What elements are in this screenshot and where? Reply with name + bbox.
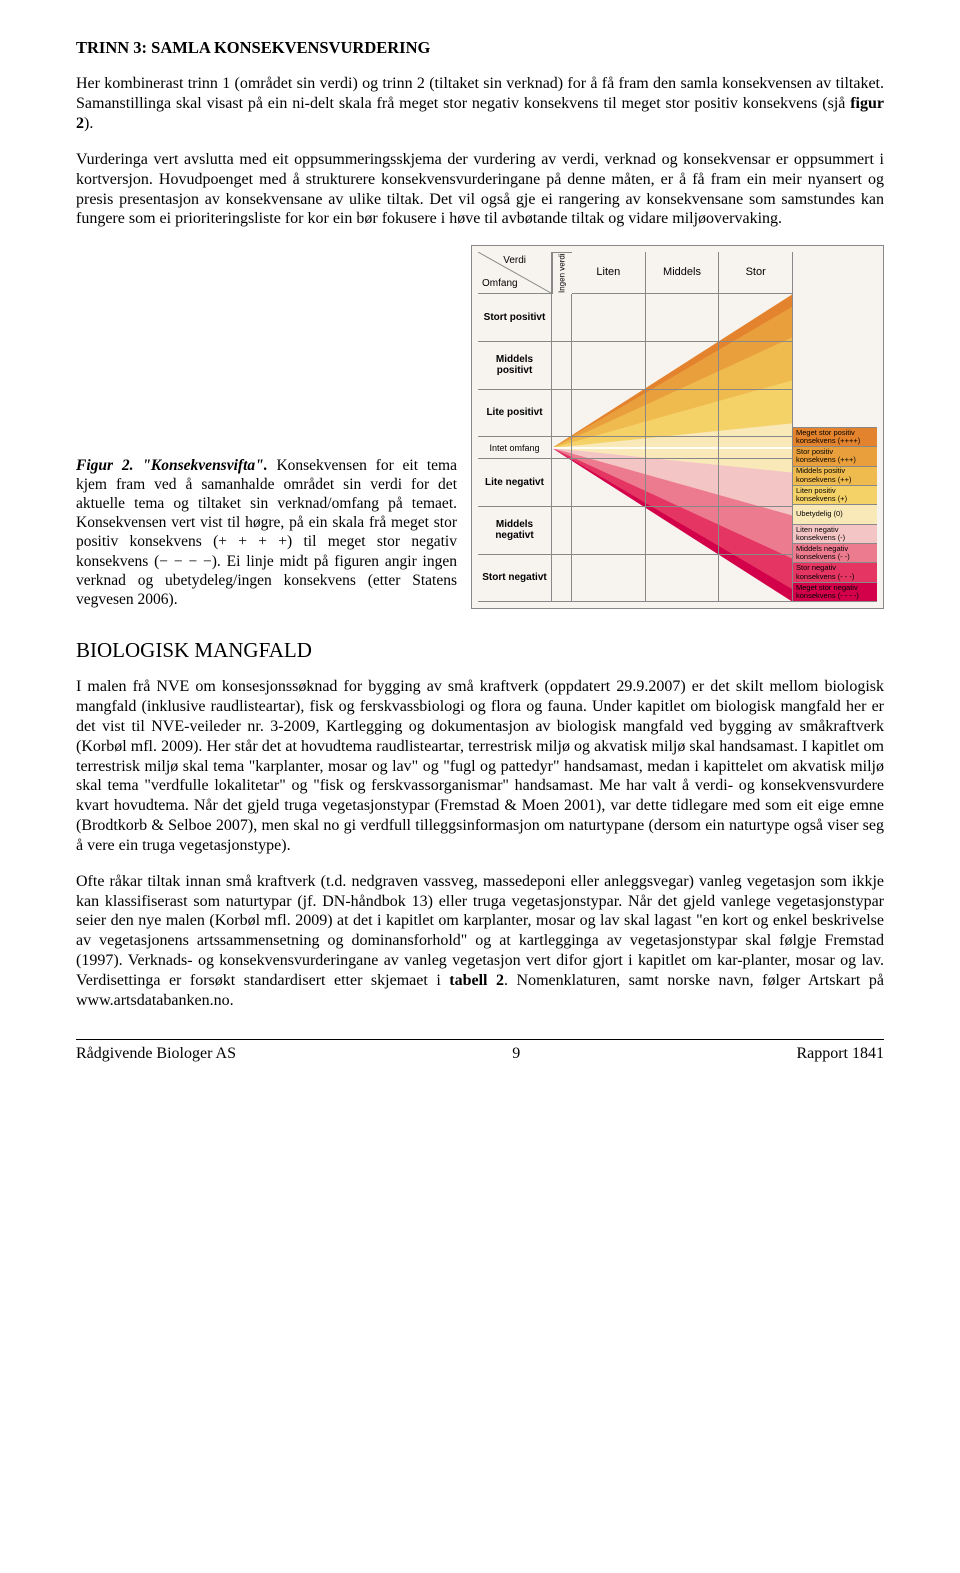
legend-item-6: Middels negativ konsekvens (- -) (793, 544, 877, 563)
axis-omfang: Omfang (482, 278, 518, 290)
figure-2-row: Figur 2. "Konsekvensvifta". Konsekvensen… (76, 245, 884, 609)
col-0: Liten (572, 252, 646, 294)
footer-right: Rapport 1841 (796, 1044, 884, 1064)
bio-para-1: I malen frå NVE om konsesjonssøknad for … (76, 677, 884, 855)
row-2: Lite positivt (478, 390, 552, 438)
t3p1a: Her kombinerast trinn 1 (området sin ver… (76, 75, 884, 112)
legend-item-3: Liten positiv konsekvens (+) (793, 486, 877, 505)
col-ingen: Ingen verdi (552, 252, 572, 294)
konsekvensvifta-chart: Verdi Omfang Stort positivt Middels posi… (471, 245, 884, 609)
legend-item-5: Liten negativ konsekvens (-) (793, 525, 877, 544)
chart-main: Ingen verdi Liten Middels Stor (552, 252, 793, 602)
trinn3-title: TRINN 3: SAMLA KONSEKVENSVURDERING (76, 38, 884, 58)
footer-center: 9 (512, 1044, 520, 1064)
bio-heading: BIOLOGISK MANGFALD (76, 637, 884, 663)
chart-row-labels: Verdi Omfang Stort positivt Middels posi… (478, 252, 552, 602)
row-3: Intet omfang (478, 437, 552, 459)
row-6: Stort negativt (478, 555, 552, 603)
chart-grid (552, 294, 793, 602)
figure-2-title: "Konsekvensvifta". (142, 457, 276, 474)
legend-spacer (793, 252, 877, 428)
col-2: Stor (719, 252, 793, 294)
figure-2-caption: Figur 2. "Konsekvensvifta". Konsekvensen… (76, 456, 457, 610)
legend-item-1: Stor positiv konsekvens (+++) (793, 447, 877, 466)
legend-item-4: Ubetydelig (0) (793, 505, 877, 524)
figure-2-label: Figur 2. (76, 457, 142, 474)
chart-col-headers: Ingen verdi Liten Middels Stor (552, 252, 793, 294)
footer-left: Rådgivende Biologer AS (76, 1044, 236, 1064)
axis-verdi: Verdi (503, 255, 526, 267)
chart-corner: Verdi Omfang (478, 252, 552, 294)
trinn3-para-1: Her kombinerast trinn 1 (området sin ver… (76, 74, 884, 133)
legend-item-0: Meget stor positiv konsekvens (++++) (793, 428, 877, 447)
row-5: Middels negativt (478, 507, 552, 555)
t3p1c: ). (84, 115, 93, 132)
bp2b: tabell 2 (449, 972, 504, 989)
figure-2-capt-text: Konsekvensen for eit tema kjem fram ved … (76, 457, 457, 609)
row-0: Stort positivt (478, 294, 552, 342)
bio-para-2: Ofte råkar tiltak innan små kraftverk (t… (76, 872, 884, 1011)
legend-item-2: Middels positiv konsekvens (++) (793, 467, 877, 486)
trinn3-para-2: Vurderinga vert avslutta med eit oppsumm… (76, 150, 884, 229)
col-1: Middels (646, 252, 720, 294)
legend-item-7: Stor negativ konsekvens (- - -) (793, 563, 877, 582)
legend-item-8: Meget stor negativ konsekvens (- - - -) (793, 583, 877, 602)
row-1: Middels positivt (478, 342, 552, 390)
page-footer: Rådgivende Biologer AS 9 Rapport 1841 (76, 1040, 884, 1064)
row-4: Lite negativt (478, 459, 552, 507)
chart-legend: Meget stor positiv konsekvens (++++)Stor… (793, 252, 877, 602)
